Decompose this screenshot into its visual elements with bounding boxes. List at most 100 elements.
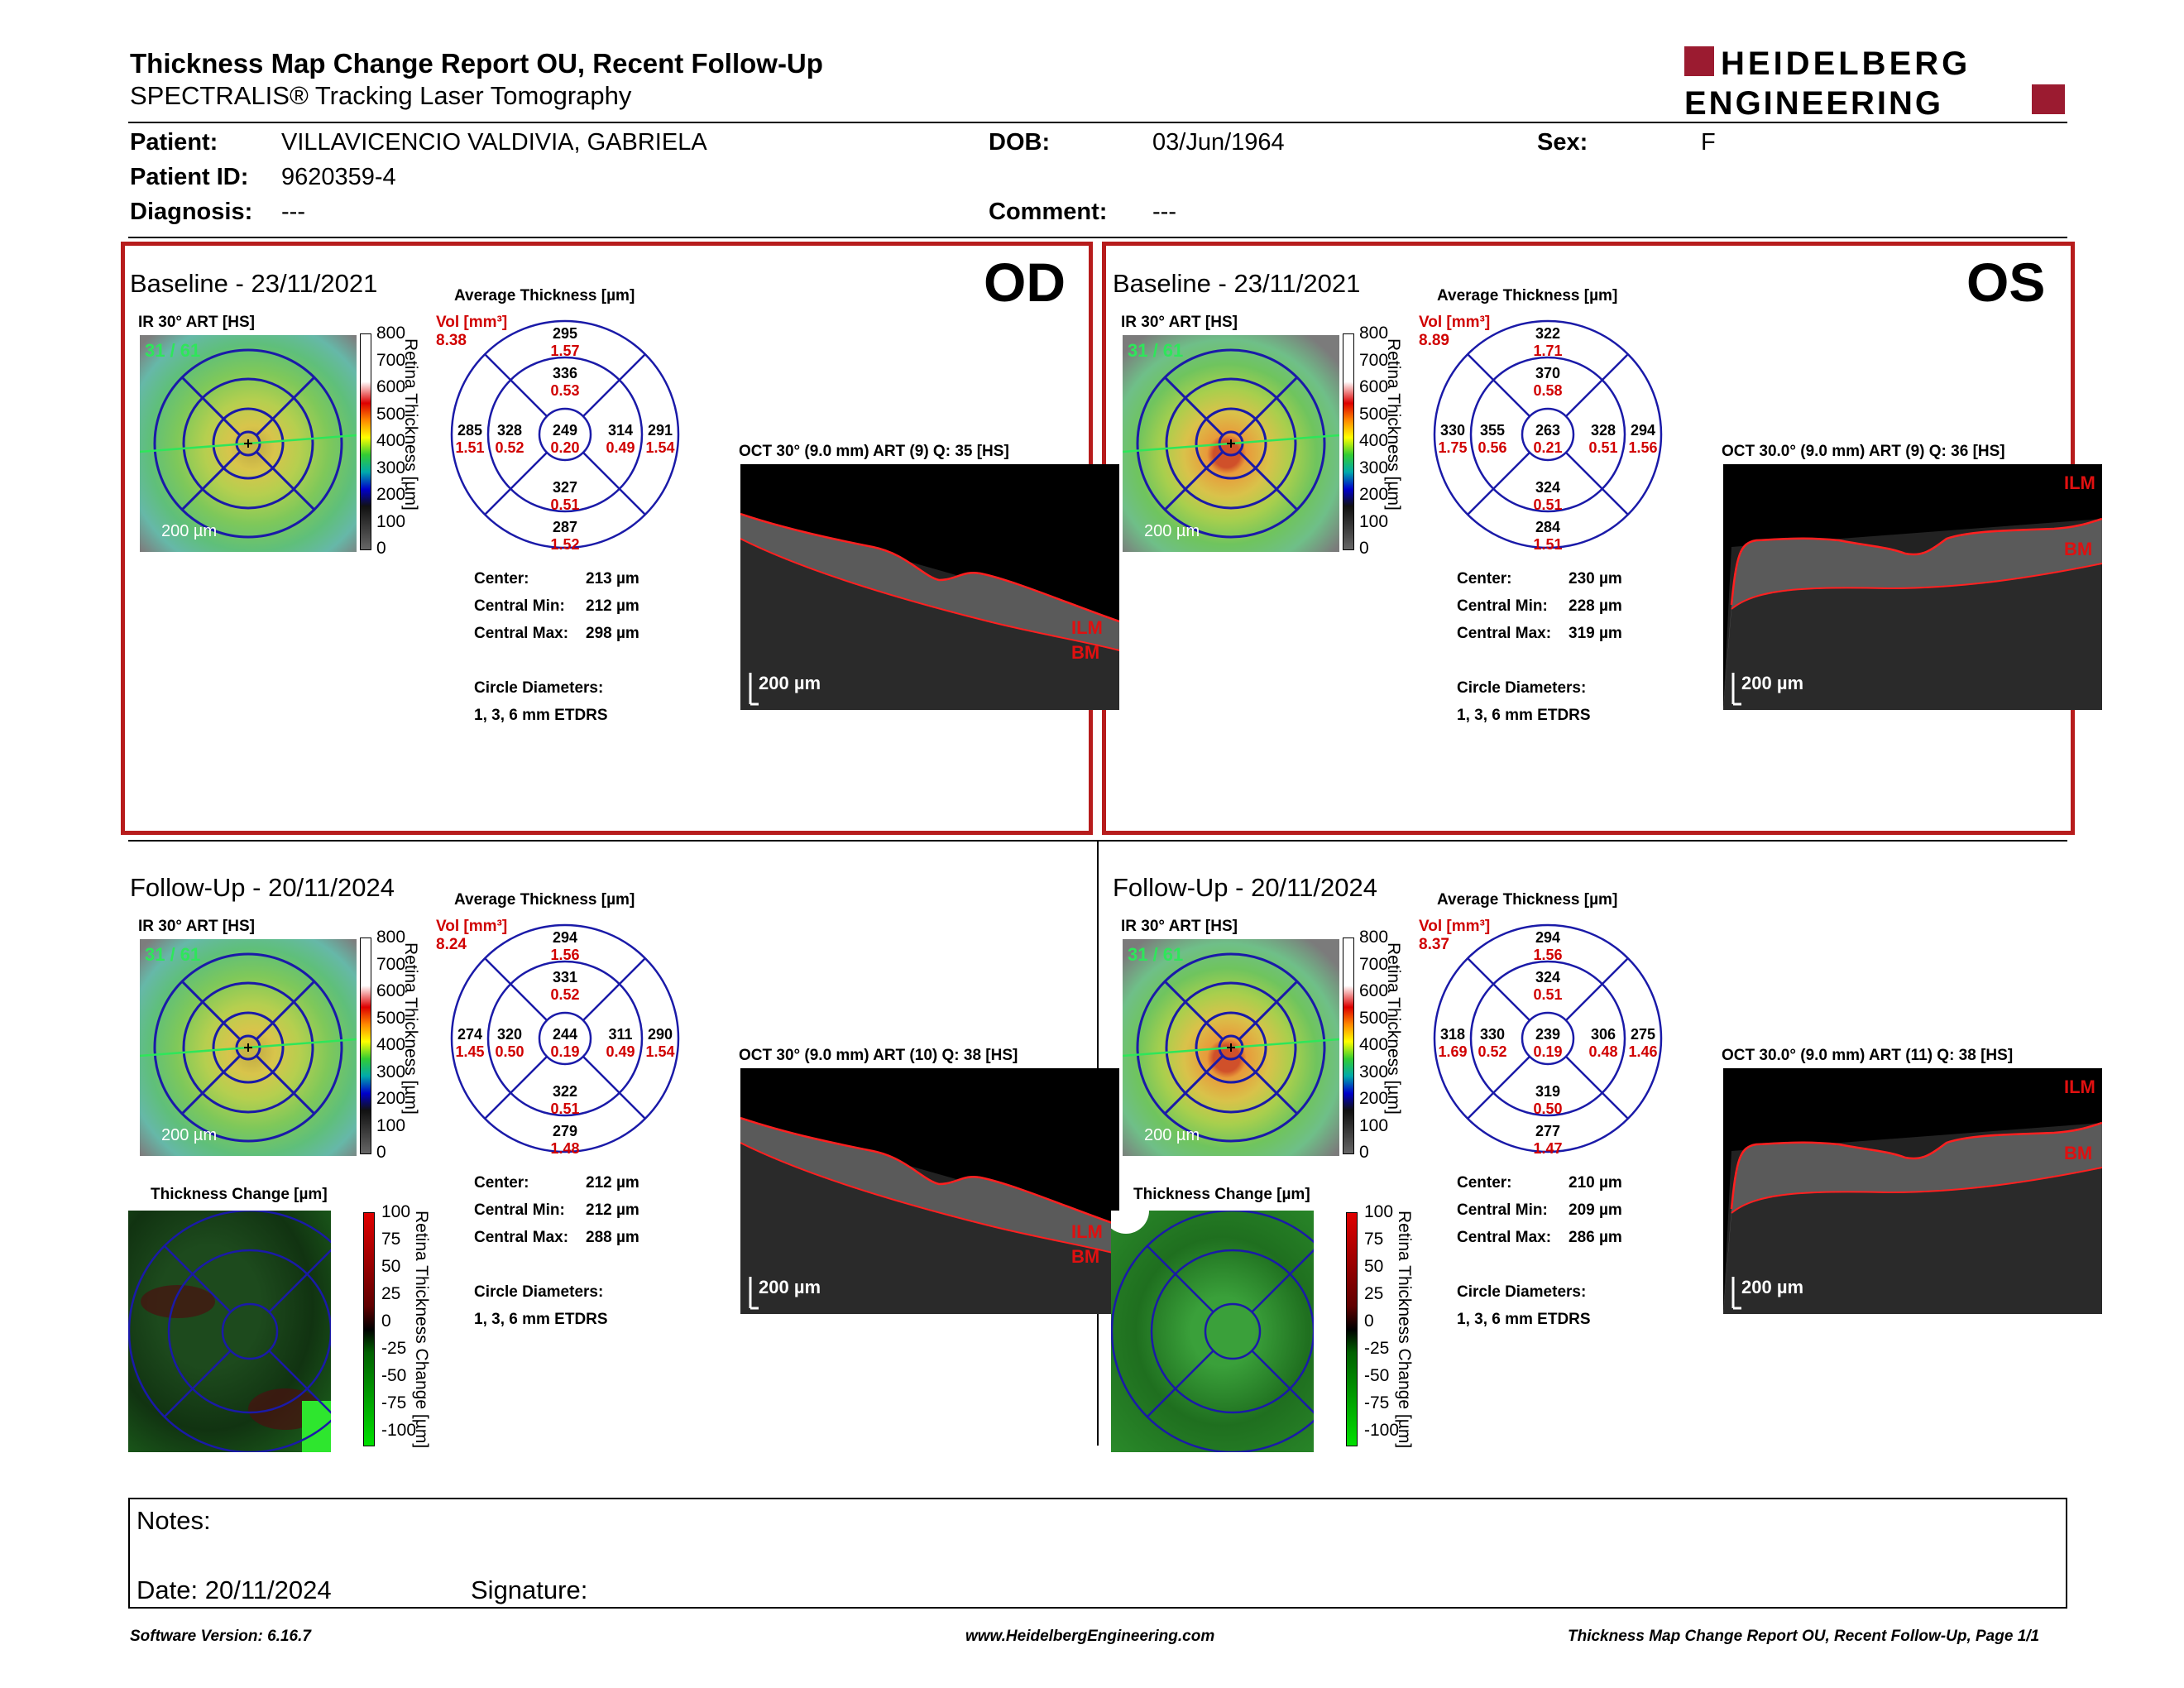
- sector-ii-thickness: 327: [553, 479, 577, 496]
- sector-on-thickness: 290: [648, 1026, 673, 1043]
- sex: F: [1701, 129, 1716, 156]
- ir-fundus-image: 31 / 61 200 µm: [140, 335, 357, 552]
- central-min: 212 µm: [586, 597, 639, 615]
- change-colorbar-tick: -75: [1364, 1393, 1390, 1412]
- sex-label: Sex:: [1537, 129, 1588, 156]
- comment-label: Comment:: [989, 199, 1108, 225]
- sector-in-volume: 0.51: [1588, 439, 1617, 456]
- sector-c-volume: 0.21: [1533, 439, 1562, 456]
- change-colorbar-tick: -100: [1364, 1421, 1400, 1440]
- sector-ot-thickness: 274: [457, 1026, 482, 1043]
- colorbar-tick: 200: [376, 1089, 406, 1108]
- etdrs-grid-os_base: 3221.713700.582630.213240.512841.513301.…: [1433, 319, 1663, 550]
- center-thickness: 230 µm: [1569, 570, 1622, 587]
- colorbar-tick: 500: [376, 1008, 406, 1028]
- sector-c-volume: 0.19: [1533, 1043, 1562, 1060]
- sector-s-thickness: 295: [553, 325, 577, 342]
- patient-name: VILLAVICENCIO VALDIVIA, GABRIELA: [281, 129, 707, 156]
- colorbar-tick: 800: [376, 324, 406, 343]
- diagnosis: ---: [281, 199, 305, 225]
- colorbar-tick: 0: [1359, 1143, 1369, 1162]
- ir-scale-label: 200 µm: [161, 522, 218, 540]
- circle-diameters: 1, 3, 6 mm ETDRS: [1457, 707, 1591, 724]
- change-colorbar-tick: 100: [1364, 1202, 1394, 1221]
- sector-it-volume: 0.56: [1478, 439, 1506, 456]
- circle-diameters-label: Circle Diameters:: [1457, 1283, 1587, 1301]
- thickness-colorbar: [1343, 938, 1354, 1154]
- ir-scale-label: 200 µm: [1144, 1126, 1200, 1144]
- eye-label: OD: [984, 252, 1066, 313]
- colorbar-tick: 400: [1359, 1035, 1389, 1054]
- colorbar-tick: 200: [1359, 1089, 1389, 1108]
- oct-label: OCT 30° (9.0 mm) ART (10) Q: 38 [HS]: [739, 1047, 1018, 1064]
- circle-diameters-label: Circle Diameters:: [474, 1283, 604, 1301]
- sector-in-thickness: 314: [608, 422, 633, 439]
- bm-label: BM: [2064, 539, 2093, 559]
- colorbar-tick: 700: [376, 954, 406, 974]
- sector-s-thickness: 322: [1535, 325, 1560, 342]
- sector-ot-thickness: 330: [1440, 422, 1465, 439]
- circle-diameters: 1, 3, 6 mm ETDRS: [474, 1311, 608, 1328]
- colorbar-tick: 100: [1359, 1115, 1389, 1135]
- ir-scale-label: 200 µm: [1144, 522, 1200, 540]
- sector-in-volume: 0.49: [606, 439, 635, 456]
- center-thickness: 212 µm: [586, 1174, 639, 1192]
- sector-on-volume: 1.46: [1628, 1043, 1657, 1060]
- sector-c-volume: 0.20: [550, 439, 579, 456]
- sector-it-volume: 0.50: [495, 1043, 524, 1060]
- colorbar-axis-label: Retina Thickness [µm]: [401, 338, 420, 511]
- ilm-label: ILM: [2064, 1077, 2095, 1097]
- center-thickness: 210 µm: [1569, 1174, 1622, 1192]
- sector-i-volume: 1.51: [1533, 536, 1562, 550]
- change-colorbar-tick: 0: [1364, 1312, 1374, 1331]
- colorbar-tick: 200: [376, 485, 406, 504]
- ir-scale-label: 200 µm: [161, 1126, 218, 1144]
- central-min: 212 µm: [586, 1201, 639, 1219]
- oct-label: OCT 30° (9.0 mm) ART (9) Q: 35 [HS]: [739, 443, 1009, 460]
- colorbar-tick: 500: [1359, 1008, 1389, 1028]
- sector-c-thickness: 244: [553, 1026, 577, 1043]
- footer-page-info: Thickness Map Change Report OU, Recent F…: [1568, 1628, 2040, 1645]
- oct-label: OCT 30.0° (9.0 mm) ART (9) Q: 36 [HS]: [1722, 443, 2005, 460]
- notes-label: Notes:: [136, 1506, 211, 1535]
- oct-bscan-image: ILM BM 200 µm: [1723, 1068, 2102, 1314]
- patient-id-label: Patient ID:: [130, 164, 249, 190]
- sector-on-thickness: 294: [1631, 422, 1655, 439]
- vol-label: Vol [mm³]: [1419, 314, 1491, 331]
- colorbar-tick: 300: [376, 458, 406, 477]
- notes-box[interactable]: Notes: Date: 20/11/2024 Signature:: [128, 1498, 2067, 1609]
- ir-label: IR 30° ART [HS]: [138, 918, 255, 935]
- change-colorbar-tick: -75: [381, 1393, 407, 1412]
- logo-line2: ENGINEERING: [1684, 85, 1943, 117]
- central-max-label: Central Max:: [1457, 625, 1552, 642]
- avg-thickness-title: Average Thickness [µm]: [1437, 287, 1618, 305]
- dob: 03/Jun/1964: [1152, 129, 1285, 156]
- sector-ot-volume: 1.51: [455, 439, 484, 456]
- change-colorbar-tick: -50: [381, 1366, 407, 1385]
- colorbar-tick: 700: [1359, 954, 1389, 974]
- thickness-change-title: Thickness Change [µm]: [1133, 1186, 1310, 1203]
- colorbar-tick: 300: [1359, 458, 1389, 477]
- colorbar-tick: 100: [1359, 511, 1389, 531]
- sector-s-thickness: 294: [553, 929, 577, 946]
- report-title: Thickness Map Change Report OU, Recent F…: [130, 48, 823, 79]
- ir-label: IR 30° ART [HS]: [1121, 918, 1238, 935]
- colorbar-tick: 800: [1359, 928, 1389, 947]
- sector-it-thickness: 320: [497, 1026, 522, 1043]
- sector-in-volume: 0.48: [1588, 1043, 1617, 1060]
- sector-c-volume: 0.19: [550, 1043, 579, 1060]
- central-max-label: Central Max:: [474, 625, 569, 642]
- avg-thickness-title: Average Thickness [µm]: [1437, 891, 1618, 909]
- ilm-label: ILM: [2064, 472, 2095, 493]
- scan-number: 31 / 61: [145, 340, 201, 361]
- change-colorbar-axis-label: Retina Thickness Change [µm]: [1395, 1211, 1414, 1449]
- colorbar-axis-label: Retina Thickness [µm]: [1384, 942, 1403, 1115]
- ir-label: IR 30° ART [HS]: [1121, 314, 1238, 331]
- diagnosis-label: Diagnosis:: [130, 199, 253, 225]
- total-volume: 8.37: [1419, 936, 1449, 953]
- central-min: 228 µm: [1569, 597, 1622, 615]
- center-thickness-label: Center:: [1457, 570, 1512, 587]
- colorbar-tick: 500: [1359, 404, 1389, 424]
- footer-website[interactable]: www.HeidelbergEngineering.com: [965, 1628, 1215, 1645]
- logo-line1: HEIDELBERG: [1721, 46, 1971, 82]
